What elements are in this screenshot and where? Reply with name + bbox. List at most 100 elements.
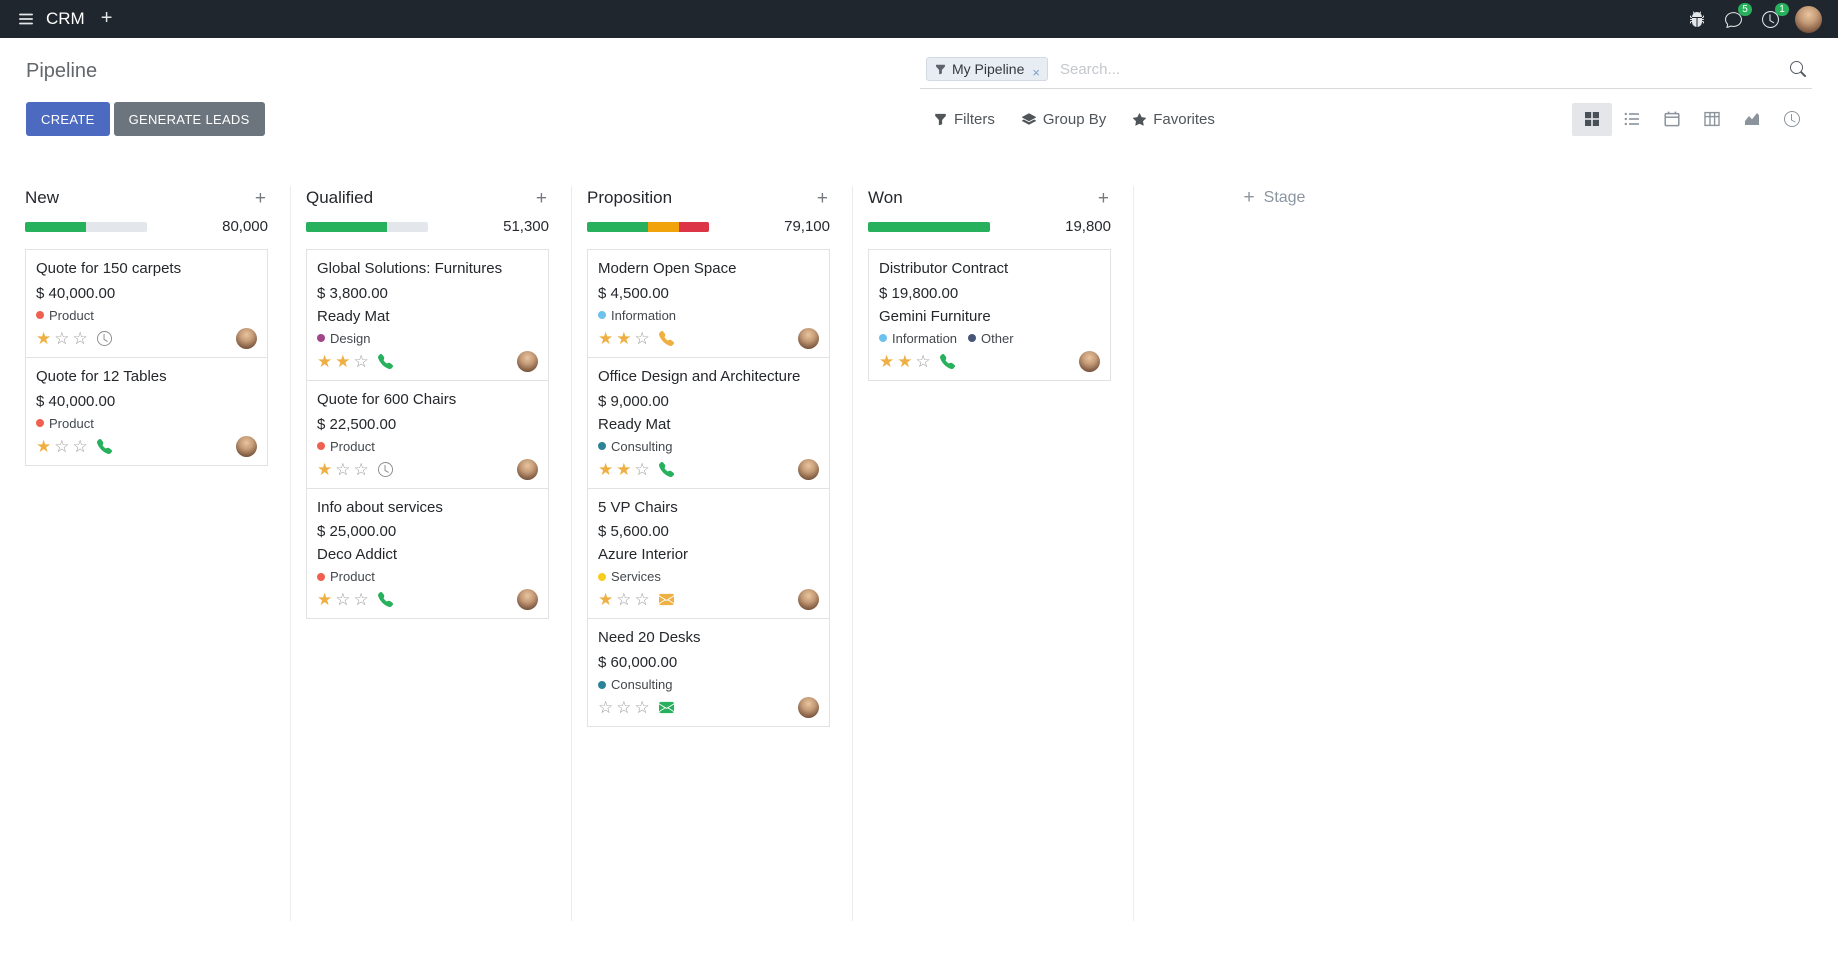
column-quick-create-button[interactable]: + — [1097, 187, 1109, 209]
priority-star-filled[interactable]: ★ — [879, 351, 895, 371]
priority-star-empty[interactable]: ☆ — [634, 459, 650, 479]
card-activity-button[interactable] — [377, 461, 393, 477]
plus-menu-button[interactable]: + — [91, 0, 123, 38]
progress-segment[interactable] — [648, 221, 679, 232]
salesperson-avatar — [798, 458, 819, 480]
add-stage-button[interactable]: + Stage — [1244, 188, 1306, 207]
tag-label: Consulting — [611, 677, 673, 692]
progress-segment[interactable] — [587, 221, 648, 232]
card-activity-button[interactable] — [658, 461, 674, 477]
priority-star-filled[interactable]: ★ — [36, 436, 52, 456]
kanban-card[interactable]: Quote for 12 Tables $ 40,000.00 Product … — [25, 356, 268, 466]
kanban-card[interactable]: Global Solutions: Furnitures $ 3,800.00 … — [306, 249, 549, 381]
card-amount: $ 40,000.00 — [36, 284, 116, 302]
priority-star-filled[interactable]: ★ — [897, 351, 913, 371]
priority-star-filled[interactable]: ★ — [317, 351, 333, 371]
kanban-card[interactable]: Info about services $ 25,000.00 Deco Add… — [306, 487, 549, 620]
progress-segment[interactable] — [306, 221, 387, 232]
card-activity-button[interactable] — [658, 592, 674, 607]
priority-star-empty[interactable]: ☆ — [335, 459, 351, 479]
filters-button[interactable]: Filters — [934, 111, 995, 128]
priority-star-filled[interactable]: ★ — [36, 328, 52, 348]
card-tags: Consulting — [598, 439, 819, 454]
view-switch-activity-button[interactable] — [1772, 103, 1812, 136]
column-progressbar[interactable] — [587, 221, 709, 232]
priority-star-empty[interactable]: ☆ — [72, 328, 88, 348]
priority-star-empty[interactable]: ☆ — [353, 459, 369, 479]
card-activity-button[interactable] — [96, 438, 112, 454]
priority-star-filled[interactable]: ★ — [598, 328, 614, 348]
priority-star-filled[interactable]: ★ — [335, 351, 351, 371]
favorites-button[interactable]: Favorites — [1133, 111, 1215, 128]
column-progressbar[interactable] — [868, 221, 990, 232]
add-stage-label: Stage — [1263, 188, 1306, 206]
tag-label: Design — [330, 330, 371, 346]
priority-star-empty[interactable]: ☆ — [634, 698, 650, 717]
facet-remove-button[interactable]: × — [1030, 66, 1047, 79]
progress-segment[interactable] — [25, 221, 86, 232]
view-switch-graph-button[interactable] — [1732, 103, 1772, 136]
messages-button[interactable]: 5 — [1715, 0, 1752, 38]
search-button[interactable] — [1790, 61, 1806, 77]
priority-star-filled[interactable]: ★ — [598, 459, 614, 479]
card-activity-button[interactable] — [377, 353, 393, 369]
view-switch-calendar-button[interactable] — [1652, 103, 1692, 136]
progress-segment[interactable] — [678, 221, 709, 232]
view-switch-kanban-button[interactable] — [1572, 102, 1612, 136]
card-title: Modern Open Space — [598, 260, 737, 277]
priority-star-filled[interactable]: ★ — [616, 459, 632, 479]
kanban-card[interactable]: Quote for 600 Chairs $ 22,500.00 Product… — [306, 379, 549, 489]
column-quick-create-button[interactable]: + — [254, 187, 266, 209]
user-menu-button[interactable] — [1789, 0, 1830, 38]
create-button[interactable]: CREATE — [26, 102, 110, 136]
kanban-card[interactable]: Office Design and Architecture $ 9,000.0… — [587, 356, 830, 489]
priority-star-empty[interactable]: ☆ — [54, 328, 70, 348]
card-activity-button[interactable] — [658, 330, 674, 346]
priority-star-empty[interactable]: ☆ — [54, 436, 70, 456]
priority-star-filled[interactable]: ★ — [317, 590, 333, 610]
search-input[interactable] — [1059, 60, 1790, 78]
priority-star-empty[interactable]: ☆ — [915, 351, 931, 371]
card-amount: $ 60,000.00 — [598, 654, 678, 671]
view-switch-pivot-button[interactable] — [1692, 103, 1732, 136]
column-counter: 80,000 — [222, 218, 268, 235]
priority-star-empty[interactable]: ☆ — [634, 328, 650, 348]
card-activity-button[interactable] — [658, 700, 674, 715]
column-quick-create-button[interactable]: + — [535, 187, 547, 209]
kanban-card[interactable]: Need 20 Desks $ 60,000.00 Consulting ☆ ☆ ☆ — [587, 618, 830, 727]
column-counter: 51,300 — [503, 218, 549, 235]
priority-star-empty[interactable]: ☆ — [353, 590, 369, 610]
apps-menu-button[interactable] — [8, 0, 44, 38]
favorites-label: Favorites — [1153, 110, 1215, 128]
priority-star-empty[interactable]: ☆ — [72, 436, 88, 456]
priority-star-empty[interactable]: ☆ — [634, 590, 650, 610]
add-stage-column: + Stage — [1134, 186, 1415, 921]
priority-star-empty[interactable]: ☆ — [335, 590, 351, 610]
priority-star-empty[interactable]: ☆ — [616, 698, 632, 717]
kanban-card[interactable]: Distributor Contract $ 19,800.00 Gemini … — [868, 249, 1111, 381]
card-activity-button[interactable] — [377, 592, 393, 608]
card-activity-button[interactable] — [939, 353, 955, 369]
debug-bug-button[interactable] — [1679, 0, 1715, 38]
priority-star-empty[interactable]: ☆ — [598, 698, 614, 717]
activities-button[interactable]: 1 — [1752, 0, 1789, 38]
priority-star-filled[interactable]: ★ — [616, 328, 632, 348]
card-tags: Product — [36, 416, 257, 431]
kanban-card[interactable]: Quote for 150 carpets $ 40,000.00 Produc… — [25, 249, 268, 358]
priority-star-empty[interactable]: ☆ — [616, 590, 632, 610]
progress-segment[interactable] — [868, 221, 990, 232]
kanban-card[interactable]: Modern Open Space $ 4,500.00 Information… — [587, 249, 830, 358]
column-progressbar[interactable] — [25, 221, 147, 232]
group-by-button[interactable]: Group By — [1021, 111, 1106, 128]
card-amount: $ 19,800.00 — [879, 284, 959, 302]
column-quick-create-button[interactable]: + — [816, 187, 828, 209]
generate-leads-button[interactable]: GENERATE LEADS — [113, 102, 265, 136]
view-switch-list-button[interactable] — [1612, 103, 1652, 136]
card-activity-button[interactable] — [96, 330, 112, 346]
priority-star-filled[interactable]: ★ — [317, 459, 333, 479]
priority-star-empty[interactable]: ☆ — [353, 351, 369, 371]
column-progressbar[interactable] — [306, 221, 428, 232]
priority-star-filled[interactable]: ★ — [598, 590, 614, 610]
tag-label: Product — [330, 569, 375, 585]
kanban-card[interactable]: 5 VP Chairs $ 5,600.00 Azure Interior Se… — [587, 487, 830, 620]
